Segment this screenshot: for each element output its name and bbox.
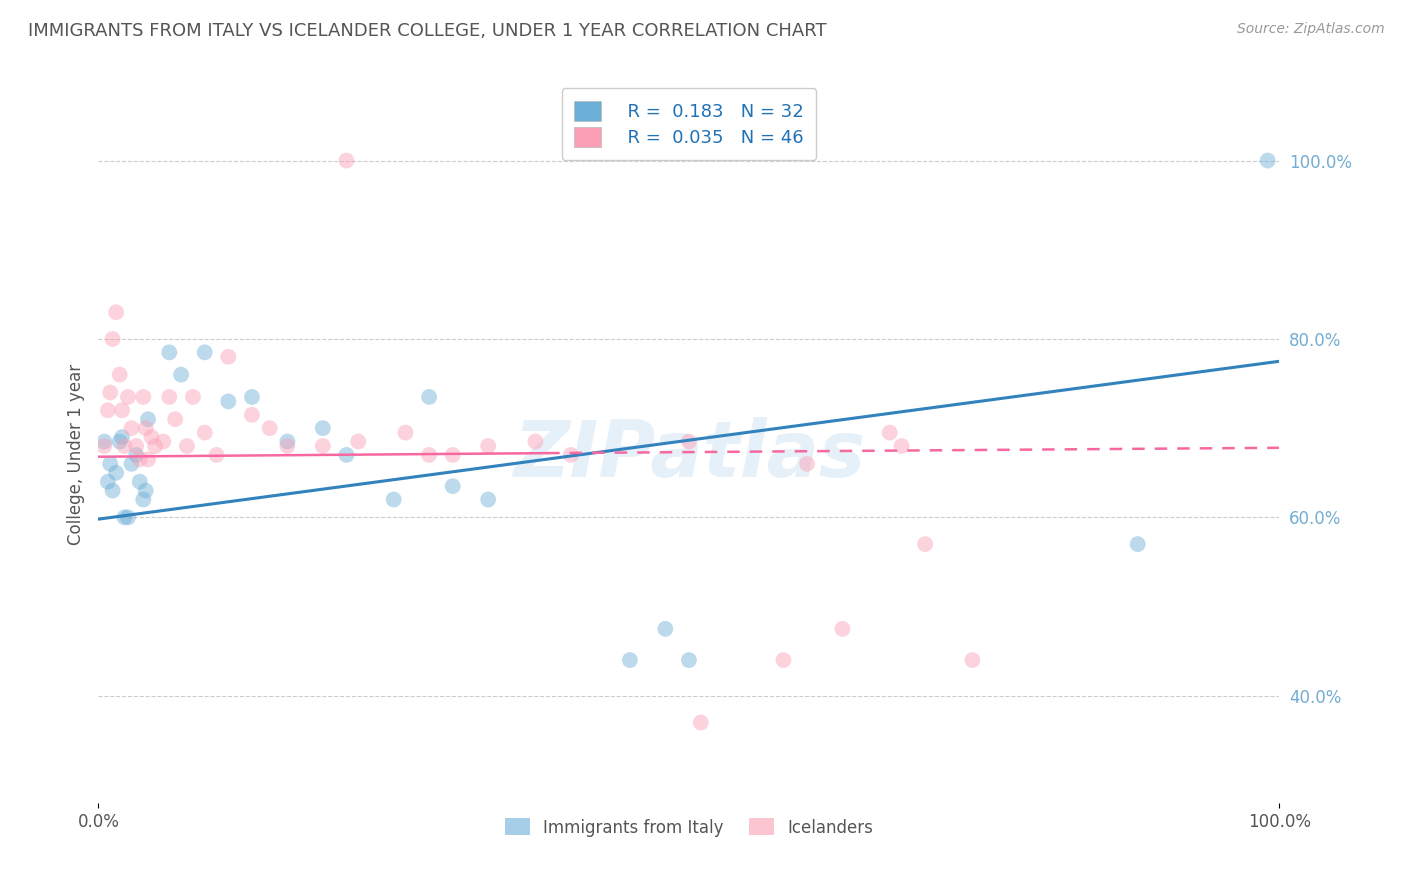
Point xyxy=(97,403,120,417)
Point xyxy=(619,653,641,667)
Point xyxy=(98,457,121,471)
Point xyxy=(93,434,115,449)
Point xyxy=(117,390,139,404)
Point xyxy=(176,439,198,453)
Point xyxy=(128,475,150,489)
Point xyxy=(831,622,853,636)
Point xyxy=(879,425,901,440)
Point xyxy=(240,408,263,422)
Point xyxy=(382,492,405,507)
Point xyxy=(477,492,499,507)
Point xyxy=(97,475,120,489)
Point xyxy=(335,448,357,462)
Point xyxy=(477,439,499,453)
Text: Source: ZipAtlas.com: Source: ZipAtlas.com xyxy=(1237,22,1385,37)
Point xyxy=(796,457,818,471)
Point xyxy=(772,653,794,667)
Point xyxy=(217,394,239,409)
Point xyxy=(276,434,298,449)
Point xyxy=(112,439,135,453)
Point xyxy=(418,448,440,462)
Point xyxy=(121,421,143,435)
Point xyxy=(441,479,464,493)
Point xyxy=(132,390,155,404)
Point xyxy=(108,434,131,449)
Point xyxy=(136,452,159,467)
Point xyxy=(335,153,357,168)
Point xyxy=(678,653,700,667)
Point xyxy=(654,622,676,636)
Point xyxy=(101,332,124,346)
Point xyxy=(143,439,166,453)
Point xyxy=(135,421,157,435)
Point xyxy=(1126,537,1149,551)
Point xyxy=(441,448,464,462)
Point xyxy=(1257,153,1279,168)
Point xyxy=(240,390,263,404)
Point xyxy=(117,510,139,524)
Legend:   R =  0.183   N = 32,   R =  0.035   N = 46: R = 0.183 N = 32, R = 0.035 N = 46 xyxy=(561,88,817,160)
Point xyxy=(141,430,163,444)
Point xyxy=(890,439,912,453)
Point xyxy=(128,452,150,467)
Point xyxy=(276,439,298,453)
Point xyxy=(135,483,157,498)
Point xyxy=(108,368,131,382)
Point xyxy=(98,385,121,400)
Text: IMMIGRANTS FROM ITALY VS ICELANDER COLLEGE, UNDER 1 YEAR CORRELATION CHART: IMMIGRANTS FROM ITALY VS ICELANDER COLLE… xyxy=(28,22,827,40)
Point xyxy=(914,537,936,551)
Point xyxy=(136,412,159,426)
Point xyxy=(560,448,582,462)
Point xyxy=(194,425,217,440)
Point xyxy=(111,430,134,444)
Point xyxy=(101,483,124,498)
Point xyxy=(157,390,180,404)
Point xyxy=(312,421,335,435)
Point xyxy=(524,434,547,449)
Point xyxy=(93,439,115,453)
Point xyxy=(689,715,711,730)
Point xyxy=(132,492,155,507)
Point xyxy=(217,350,239,364)
Point xyxy=(105,305,128,319)
Point xyxy=(678,434,700,449)
Point xyxy=(194,345,217,359)
Point xyxy=(111,403,134,417)
Point xyxy=(125,439,148,453)
Point xyxy=(105,466,128,480)
Point xyxy=(152,434,174,449)
Point xyxy=(121,457,143,471)
Point xyxy=(181,390,204,404)
Point xyxy=(418,390,440,404)
Point xyxy=(205,448,228,462)
Point xyxy=(312,439,335,453)
Point xyxy=(170,368,193,382)
Point xyxy=(125,448,148,462)
Y-axis label: College, Under 1 year: College, Under 1 year xyxy=(66,364,84,546)
Text: ZIPatlas: ZIPatlas xyxy=(513,417,865,493)
Point xyxy=(259,421,281,435)
Point xyxy=(394,425,416,440)
Point xyxy=(165,412,187,426)
Point xyxy=(112,510,135,524)
Point xyxy=(962,653,984,667)
Point xyxy=(157,345,180,359)
Point xyxy=(347,434,370,449)
